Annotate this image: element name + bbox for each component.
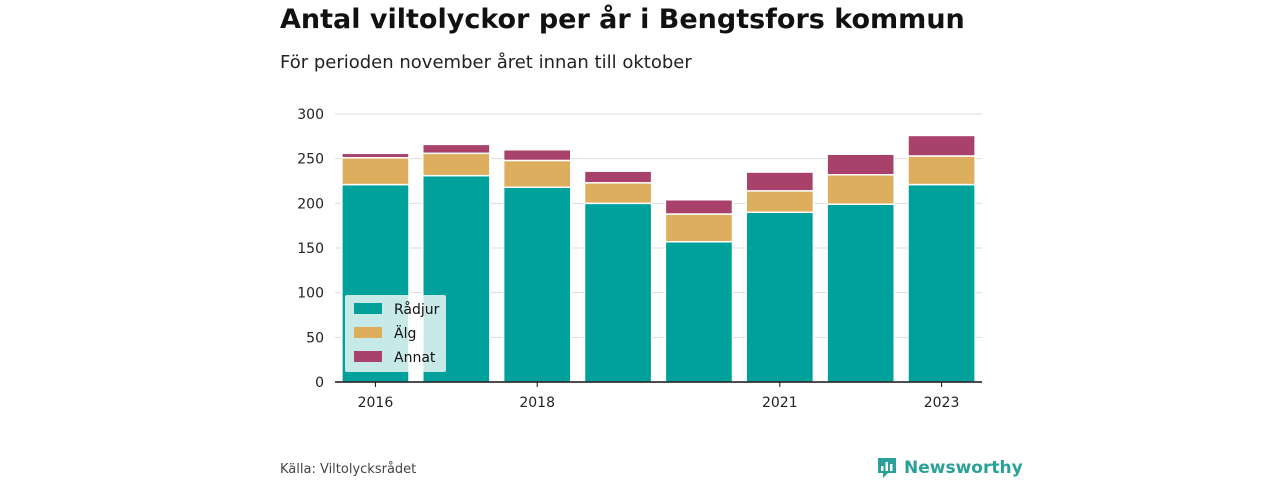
bar-annat-2022 bbox=[826, 153, 896, 176]
y-tick-label-200: 200 bbox=[297, 196, 324, 212]
chart-subtitle: För perioden november året innan till ok… bbox=[280, 52, 692, 73]
bar-radjur-2018 bbox=[502, 186, 572, 383]
legend-label-annat: Annat bbox=[394, 350, 436, 366]
legend-label-alg: Älg bbox=[394, 324, 416, 342]
bar-annat-2019 bbox=[583, 170, 653, 184]
bar-annat-2023 bbox=[907, 134, 976, 157]
legend-swatch-radjur bbox=[354, 303, 382, 314]
x-tick-label-2018: 2018 bbox=[519, 395, 555, 411]
y-tick-label-50: 50 bbox=[306, 330, 324, 346]
bar-alg-2021 bbox=[745, 190, 815, 214]
bar-alg-2020 bbox=[664, 213, 734, 243]
brand[interactable]: Newsworthy bbox=[876, 456, 1023, 480]
legend-swatch-alg bbox=[354, 327, 382, 338]
bar-annat-2018 bbox=[502, 148, 572, 162]
x-tick-label-2021: 2021 bbox=[762, 395, 798, 411]
bar-radjur-2023 bbox=[907, 183, 976, 383]
bar-alg-2017 bbox=[421, 152, 491, 177]
source-note: Källa: Viltolycksrådet bbox=[280, 462, 417, 477]
bar-alg-2019 bbox=[583, 182, 653, 205]
bar-annat-2017 bbox=[421, 143, 491, 155]
x-tick-label-2023: 2023 bbox=[924, 395, 960, 411]
legend-label-radjur: Rådjur bbox=[394, 301, 440, 318]
y-tick-label-0: 0 bbox=[315, 375, 324, 391]
legend: Rådjur Älg Annat bbox=[345, 295, 446, 372]
legend-swatch-annat bbox=[354, 351, 382, 362]
bar-radjur-2020 bbox=[664, 240, 734, 383]
x-tick-label-2016: 2016 bbox=[358, 395, 394, 411]
y-tick-label-150: 150 bbox=[297, 241, 324, 257]
newsworthy-logo-icon bbox=[878, 458, 896, 478]
bar-alg-2022 bbox=[826, 173, 896, 205]
bar-radjur-2022 bbox=[826, 203, 896, 383]
bar-alg-2016 bbox=[341, 157, 410, 186]
brand-name: Newsworthy bbox=[904, 458, 1023, 478]
bar-radjur-2021 bbox=[745, 211, 815, 383]
bar-annat-2020 bbox=[664, 199, 734, 215]
bar-radjur-2019 bbox=[583, 202, 653, 383]
bar-alg-2018 bbox=[502, 159, 572, 189]
bar-annat-2021 bbox=[745, 171, 815, 192]
chart-title: Antal viltolyckor per år i Bengtsfors ko… bbox=[280, 4, 965, 35]
bar-annat-2016 bbox=[341, 152, 410, 159]
y-tick-label-100: 100 bbox=[297, 286, 324, 302]
bar-alg-2023 bbox=[907, 155, 976, 186]
y-tick-label-250: 250 bbox=[297, 152, 324, 168]
y-tick-label-300: 300 bbox=[297, 107, 324, 123]
